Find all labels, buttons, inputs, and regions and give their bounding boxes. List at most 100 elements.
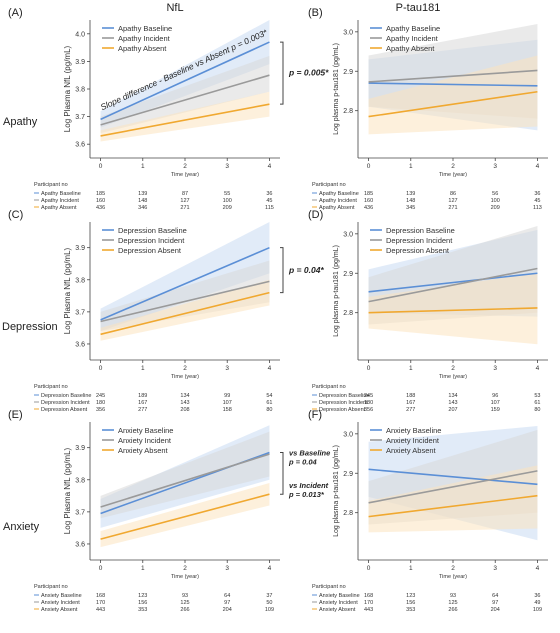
risk-value: 99 (224, 393, 230, 399)
y-tick-label: 3.6 (75, 341, 85, 348)
y-tick-label: 3.8 (75, 87, 85, 94)
x-tick-label: 3 (225, 163, 229, 170)
panel-letter: (F) (308, 409, 322, 421)
risk-value: 168 (96, 593, 105, 599)
risk-value: 125 (180, 600, 189, 606)
x-tick-label: 0 (367, 365, 371, 372)
legend-label-baseline: Apathy Baseline (386, 24, 440, 33)
confidence-band-absent (100, 279, 270, 341)
risk-value: 207 (448, 407, 457, 413)
panel-c: (C) 3.6 3.7 3.8 3.9 0 1 2 3 4 Time (year) Log Plasm… (8, 209, 324, 413)
column-title-ptau: P-tau181 (396, 2, 441, 14)
risk-table-header: Participant no (312, 384, 346, 390)
risk-table-header: Participant no (34, 584, 68, 590)
legend-label-baseline: Depression Baseline (118, 226, 187, 235)
x-tick-label: 0 (367, 163, 371, 170)
p-value-annotation: p = 0.005* (288, 67, 329, 77)
risk-table-header: Participant no (34, 182, 68, 188)
legend-label-incident: Apathy Incident (386, 34, 439, 43)
risk-value: 107 (223, 400, 232, 406)
panel-d: (D) 2.8 2.9 3.0 0 1 2 3 4 Time (year) Log plasma p… (308, 209, 548, 413)
risk-row-label: Anxiety Absent (319, 607, 356, 613)
x-tick-label: 2 (183, 365, 187, 372)
y-tick-label: 3.7 (75, 509, 85, 516)
series-line-incident (100, 280, 270, 323)
risk-value: 443 (96, 607, 105, 613)
x-tick-label: 1 (409, 365, 413, 372)
risk-value: 123 (406, 593, 415, 599)
significance-bracket (280, 41, 284, 105)
risk-value: 53 (534, 393, 540, 399)
risk-value: 271 (180, 205, 189, 211)
risk-value: 143 (180, 400, 189, 406)
legend-label-incident: Apathy Incident (118, 34, 171, 43)
panel-letter: (E) (8, 409, 23, 421)
x-tick-label: 1 (141, 565, 145, 572)
risk-value: 209 (223, 205, 232, 211)
risk-row-label: Depression Baseline (41, 393, 91, 399)
risk-value: 139 (406, 191, 415, 197)
risk-value: 266 (448, 607, 457, 613)
risk-value: 87 (182, 191, 188, 197)
risk-table-header: Participant no (34, 384, 68, 390)
risk-value: 266 (180, 607, 189, 613)
risk-value: 158 (223, 407, 232, 413)
series-line-baseline (368, 272, 538, 293)
x-tick-label: 0 (99, 163, 103, 170)
y-tick-label: 2.9 (343, 69, 353, 76)
y-tick-label: 2.8 (343, 510, 353, 517)
y-tick-label: 3.9 (75, 59, 85, 66)
x-axis-label: Time (year) (439, 374, 467, 380)
risk-value: 64 (224, 593, 230, 599)
risk-value: 139 (138, 191, 147, 197)
risk-value: 109 (533, 607, 542, 613)
x-axis-label: Time (year) (171, 172, 199, 178)
y-axis-label: Log plasma p-tau181 (pg/mL) (333, 445, 340, 537)
panel-letter: (D) (308, 209, 323, 221)
risk-value: 125 (448, 600, 457, 606)
risk-value: 345 (406, 205, 415, 211)
series-line-absent (368, 307, 538, 314)
confidence-band-incident (100, 431, 270, 519)
risk-value: 113 (533, 205, 542, 211)
risk-value: 54 (266, 393, 272, 399)
panel-letter: (A) (8, 7, 23, 19)
confidence-band-absent (368, 273, 538, 345)
risk-row-label: Anxiety Baseline (41, 593, 82, 599)
risk-value: 96 (492, 393, 498, 399)
legend-label-absent: Depression Absent (118, 246, 182, 255)
risk-value: 93 (182, 593, 188, 599)
risk-row-label: Apathy Baseline (319, 191, 359, 197)
x-tick-label: 4 (268, 565, 272, 572)
y-axis-label: Log plasma p-tau181 (pg/mL) (333, 43, 340, 135)
risk-value: 356 (96, 407, 105, 413)
risk-value: 277 (138, 407, 147, 413)
x-tick-label: 2 (451, 365, 455, 372)
x-tick-label: 4 (536, 365, 540, 372)
risk-value: 123 (138, 593, 147, 599)
risk-value: 127 (180, 198, 189, 204)
x-tick-label: 3 (493, 365, 497, 372)
series-line-baseline (368, 82, 538, 87)
risk-value: 180 (364, 400, 373, 406)
row-label-anxiety: Anxiety (3, 521, 40, 533)
risk-value: 127 (448, 198, 457, 204)
series-line-incident (100, 74, 270, 126)
risk-value: 168 (364, 593, 373, 599)
y-tick-label: 2.9 (343, 471, 353, 478)
row-label-apathy: Apathy (3, 116, 38, 128)
y-tick-label: 3.6 (75, 142, 85, 149)
risk-value: 134 (180, 393, 189, 399)
risk-value: 80 (534, 407, 540, 413)
p-value-annotation: vs Baseline (289, 448, 330, 457)
risk-value: 148 (406, 198, 415, 204)
panel-a: (A) 3.6 3.7 3.8 3.9 4.0 0 1 2 3 4 Time (year) Log Pl… (8, 7, 329, 211)
x-tick-label: 1 (409, 565, 413, 572)
risk-value: 55 (224, 191, 230, 197)
legend-label-baseline: Apathy Baseline (118, 24, 172, 33)
risk-row-label: Depression Baseline (319, 393, 369, 399)
y-axis-label: Log Plasma NfL (pg/mL) (63, 45, 72, 132)
risk-row-label: Apathy Incident (319, 198, 357, 204)
confidence-band-absent (368, 55, 538, 135)
